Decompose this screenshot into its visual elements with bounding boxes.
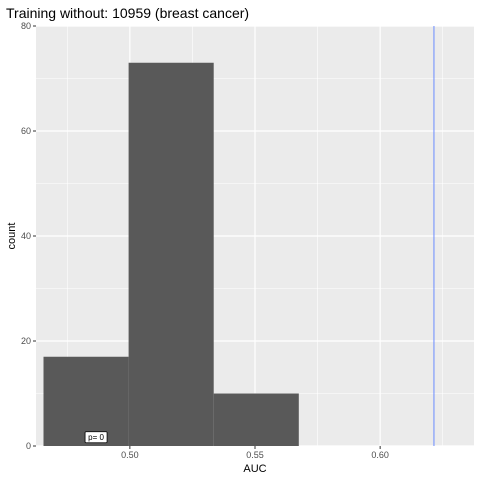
x-axis-title: AUC <box>243 463 266 475</box>
y-tick-label: 20 <box>21 336 31 346</box>
annotation-group: p= 0 <box>84 431 108 444</box>
bars <box>43 62 299 446</box>
chart-title: Training without: 10959 (breast cancer) <box>6 5 249 21</box>
histogram-bar <box>128 62 214 446</box>
y-tick-label: 80 <box>21 21 31 31</box>
histogram-bar <box>213 393 299 446</box>
y-tick-label: 0 <box>26 441 31 451</box>
y-axis-title: count <box>6 223 18 250</box>
y-tick-label: 60 <box>21 126 31 136</box>
annotation-label: p= 0 <box>88 433 104 442</box>
x-axis-ticks: 0.50 0.55 0.60 <box>121 446 389 460</box>
y-axis-ticks: 0 20 40 60 80 <box>21 21 36 451</box>
x-tick-label: 0.60 <box>371 450 389 460</box>
annotation-box <box>84 431 108 444</box>
histogram-bar <box>43 356 129 446</box>
x-tick-label: 0.55 <box>246 450 264 460</box>
y-tick-label: 40 <box>21 231 31 241</box>
x-tick-label: 0.50 <box>121 450 139 460</box>
